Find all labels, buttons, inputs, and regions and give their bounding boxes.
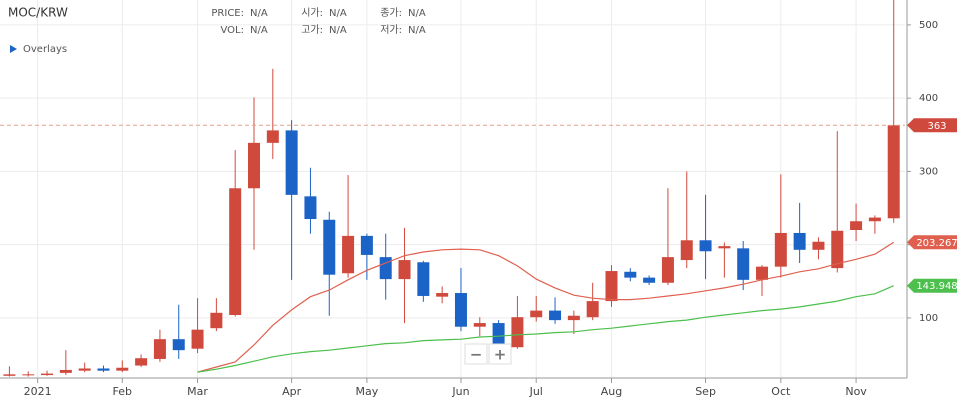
x-tick-label: Jun <box>451 385 469 398</box>
x-tick-label: Aug <box>601 385 622 398</box>
candle-body <box>868 217 881 222</box>
candle-body <box>266 130 279 143</box>
moving-average <box>197 241 895 373</box>
candle-body <box>323 219 336 275</box>
candle-body <box>304 196 317 220</box>
y-tick-label: 500 <box>919 20 938 31</box>
candle-body <box>342 235 355 274</box>
candle-body <box>737 248 750 280</box>
candle-body <box>793 232 806 250</box>
overlays-arrow[interactable] <box>10 45 17 53</box>
price-tag-label: 143.948 <box>916 281 957 292</box>
info-label: VOL: <box>221 25 244 36</box>
x-tick-label: Nov <box>845 385 867 398</box>
zoom-button[interactable] <box>464 343 488 365</box>
price-tag-label: 203.267 <box>916 238 957 249</box>
x-tick-label: Oct <box>771 385 791 398</box>
candle-body <box>624 271 637 278</box>
candle-body <box>22 374 35 376</box>
info-label: 시가: <box>301 7 323 19</box>
candle-body <box>530 310 543 318</box>
x-tick-label: Sep <box>695 385 716 398</box>
candle-body <box>229 188 242 315</box>
candle-body <box>436 293 449 297</box>
candle-body <box>135 358 148 366</box>
info-value: N/A <box>250 8 268 19</box>
candle-body <box>699 240 712 252</box>
candle-body <box>774 232 787 267</box>
x-tick-label: Apr <box>282 385 302 398</box>
info-value: N/A <box>408 25 426 36</box>
candle-body <box>511 317 524 348</box>
info-label: 종가: <box>380 7 402 19</box>
moving-average <box>197 285 894 373</box>
x-tick-label: 2021 <box>24 385 52 398</box>
candle-body <box>454 293 467 327</box>
price-tag <box>907 278 957 293</box>
candle-body <box>41 373 54 376</box>
y-tick-label: 100 <box>919 313 938 324</box>
candle-body <box>473 323 486 327</box>
price-tag <box>907 118 957 133</box>
info-value: N/A <box>250 25 268 36</box>
candle-body <box>549 310 562 321</box>
zoom-button[interactable] <box>488 343 512 365</box>
candle-body <box>680 240 693 261</box>
x-tick-label: Feb <box>113 385 132 398</box>
symbol: MOC/KRW <box>8 6 68 20</box>
info-value: N/A <box>329 25 347 36</box>
candle-body <box>718 246 731 249</box>
candle-body <box>605 271 618 302</box>
candle-body <box>586 301 599 318</box>
candle-body <box>812 241 825 250</box>
price-tag <box>907 235 957 250</box>
candle-body <box>887 125 900 219</box>
candle-body <box>78 368 91 371</box>
candle-body <box>643 277 656 283</box>
info-value: N/A <box>408 8 426 19</box>
candle-body <box>379 257 392 280</box>
candle-body <box>417 262 430 296</box>
candle-body <box>285 130 298 195</box>
x-tick-label: May <box>356 385 379 398</box>
y-tick-label: 300 <box>919 166 938 177</box>
candle-body <box>661 257 674 283</box>
candle-body <box>248 142 261 189</box>
candle-body <box>172 339 185 351</box>
candle-body <box>191 329 204 349</box>
candle-body <box>3 374 16 376</box>
candle-body <box>97 368 110 371</box>
candle-body <box>492 323 505 346</box>
candle-body <box>567 315 580 321</box>
info-value: N/A <box>329 8 347 19</box>
x-tick-label: Jul <box>529 385 543 398</box>
candle-body <box>59 369 72 373</box>
candle-body <box>398 260 411 280</box>
overlays[interactable]: Overlays <box>23 44 67 55</box>
candle-body <box>831 230 844 269</box>
price-tag-label: 363 <box>927 121 946 132</box>
x-tick-label: Mar <box>187 385 208 398</box>
info-label: 고가: <box>301 24 323 36</box>
candle-body <box>210 312 223 329</box>
y-tick-label: 400 <box>919 93 938 104</box>
zoom-button-label[interactable]: + <box>494 346 507 364</box>
candle-body <box>116 367 129 371</box>
info-label: 저가: <box>380 24 402 36</box>
candle-body <box>850 221 863 231</box>
zoom-button-label[interactable]: − <box>470 346 483 364</box>
candle-body <box>360 235 373 255</box>
candle-body <box>153 339 166 359</box>
info-label: PRICE: <box>211 8 244 19</box>
candle-body <box>756 266 769 280</box>
